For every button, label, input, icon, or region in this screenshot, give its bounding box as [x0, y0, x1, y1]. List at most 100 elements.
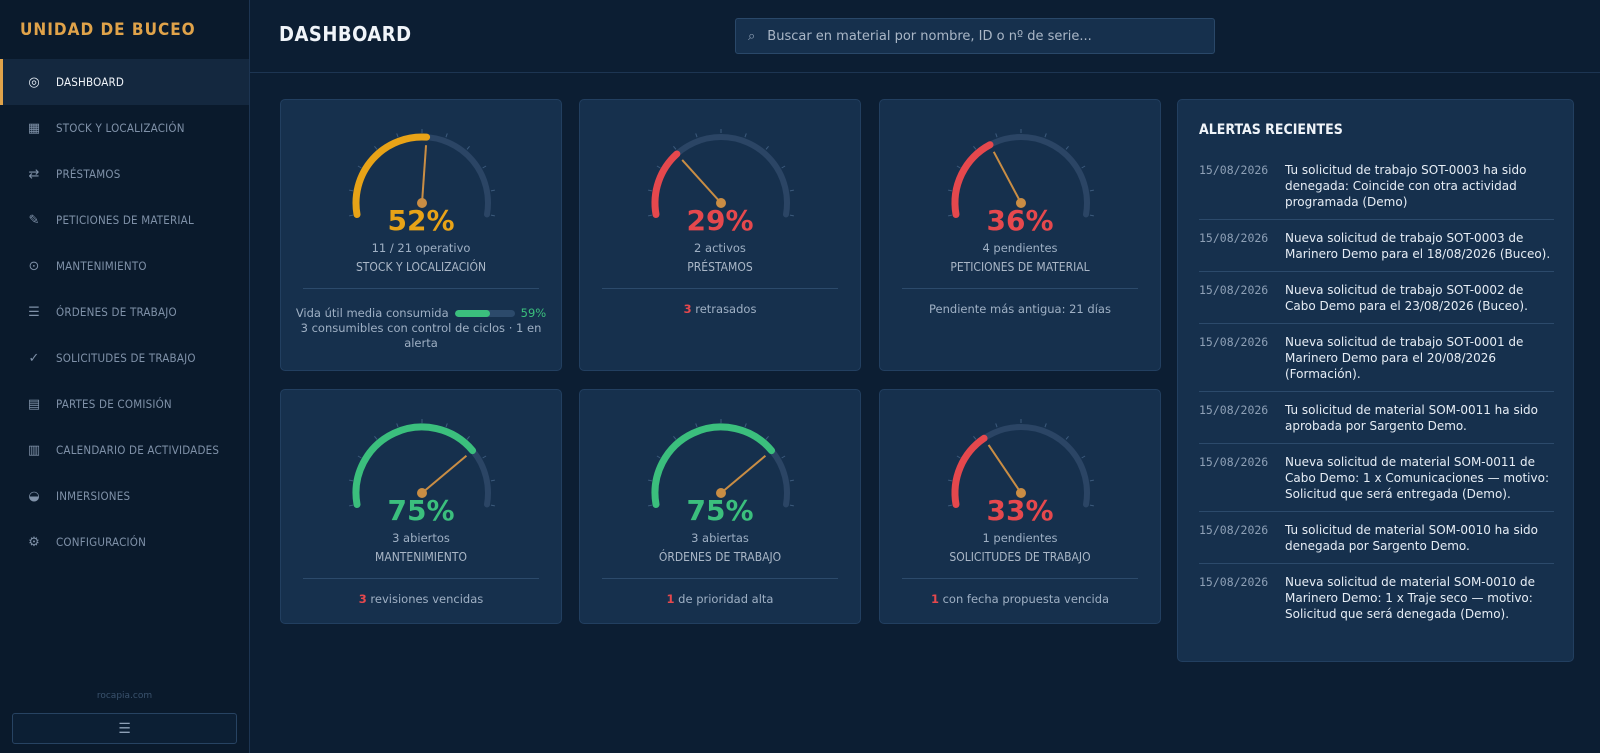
gauge-tick [490, 504, 495, 507]
gauge-tick [357, 455, 362, 459]
alert-item[interactable]: 15/08/2026 Nueva solicitud de trabajo SOT… [1199, 230, 1554, 272]
gauge-subtitle: 3 abiertos [392, 531, 450, 545]
sidebar-item-swap-arrows[interactable]: ⇄ PRÉSTAMOS [0, 151, 249, 197]
search-box[interactable]: ⌕ [735, 18, 1215, 54]
gauge-tick [973, 145, 977, 150]
footer-text: Pendiente más antigua: 21 días [929, 302, 1111, 316]
kpi-card[interactable]: 75% 3 abiertos MANTENIMIENTO 3 revisiones v… [280, 389, 562, 624]
gauge-fill [651, 423, 776, 508]
card-divider [902, 578, 1138, 579]
kpi-card[interactable]: 36% 4 pendientes PETICIONES DE MATERIAL Pen… [879, 99, 1161, 371]
alert-date: 15/08/2026 [1199, 231, 1269, 245]
gauge-tick [656, 455, 661, 459]
grid-icon: ▦ [27, 120, 41, 136]
gauge-tick [995, 133, 998, 138]
alert-item[interactable]: 15/08/2026 Nueva solicitud de material SO… [1199, 574, 1554, 631]
life-label: Vida útil media consumida [295, 306, 449, 320]
footer-count: 1 [930, 592, 939, 606]
gauge-tick [482, 455, 487, 459]
alert-text: Tu solicitud de trabajo SOT-0003 ha sido… [1285, 163, 1527, 209]
gauge-tick [765, 145, 769, 150]
page-header: DASHBOARD ⌕ [250, 0, 1600, 73]
kpi-card[interactable]: 29% 2 activos PRÉSTAMOS 3 retrasados [579, 99, 861, 371]
gauge-hub [716, 488, 726, 498]
gauge-tick [673, 435, 677, 440]
sidebar-item-pencil[interactable]: ✎ PETICIONES DE MATERIAL [0, 197, 249, 243]
sidebar-item-calendar[interactable]: ▥ CALENDARIO DE ACTIVIDADES [0, 427, 249, 473]
gauge-tick [396, 423, 399, 428]
sidebar-item-grid[interactable]: ▦ STOCK Y LOCALIZACIÓN [0, 105, 249, 151]
gauge-tick [648, 189, 653, 192]
sidebar-item-label: INMERSIONES [56, 489, 131, 503]
gauge-needle [421, 145, 428, 204]
alert-item[interactable]: 15/08/2026 Tu solicitud de material SOM-0… [1199, 402, 1554, 444]
alert-item[interactable]: 15/08/2026 Nueva solicitud de material SO… [1199, 454, 1554, 512]
sidebar-item-gear[interactable]: ⚙ CONFIGURACIÓN [0, 519, 249, 565]
sidebar-item-list[interactable]: ☰ ÓRDENES DE TRABAJO [0, 289, 249, 335]
gauge-subtitle: 2 activos [694, 241, 746, 255]
swap-arrows-icon: ⇄ [28, 166, 40, 182]
gauge-tick [789, 504, 794, 507]
sidebar-item-document[interactable]: ▤ PARTES DE COMISIÓN [0, 381, 249, 427]
search-icon: ⌕ [748, 28, 756, 44]
alert-text: Nueva solicitud de trabajo SOT-0003 de M… [1285, 231, 1551, 261]
gauge-needle [681, 159, 722, 204]
kpi-card[interactable]: 52% 11 / 21 operativo STOCK Y LOCALIZACIÓN… [280, 99, 562, 371]
gauge-tick [789, 214, 794, 217]
alert-text: Nueva solicitud de trabajo SOT-0001 de M… [1285, 335, 1524, 381]
card-divider [602, 578, 838, 579]
kpi-card[interactable]: 75% 3 abiertas ÓRDENES DE TRABAJO 1 de prio… [579, 389, 861, 624]
gauge-tick [490, 479, 495, 482]
gauge-tick [648, 479, 653, 482]
card-footer: 1 con fecha propuesta vencida [890, 592, 1150, 607]
gauge-tick [1044, 133, 1047, 138]
life-progress-fill [454, 310, 491, 317]
gauge-tick [956, 165, 961, 169]
kpi-card[interactable]: 33% 1 pendientes SOLICITUDES DE TRABAJO 1 c… [879, 389, 1161, 624]
alert-item[interactable]: 15/08/2026 Tu solicitud de material SOM-0… [1199, 522, 1554, 564]
alert-date: 15/08/2026 [1199, 455, 1269, 469]
search-input[interactable] [767, 28, 1188, 44]
gauge-chart [948, 129, 1094, 218]
gauge-chart [648, 419, 794, 508]
alert-item[interactable]: 15/08/2026 Tu solicitud de trabajo SOT-00… [1199, 162, 1554, 220]
gauge-percent: 33% [986, 494, 1054, 527]
gauge-hub [417, 198, 427, 208]
footer-text: retrasados [691, 302, 757, 316]
card-footer: 1 de prioridad alta [590, 592, 850, 607]
card-title: ÓRDENES DE TRABAJO [658, 550, 782, 564]
gauge-tick [948, 189, 953, 192]
gauge-percent: 29% [686, 204, 754, 237]
sidebar-item-target[interactable]: ◎ DASHBOARD [0, 59, 249, 105]
alert-item[interactable]: 15/08/2026 Nueva solicitud de trabajo SOT… [1199, 334, 1554, 392]
sidebar-item-label: PARTES DE COMISIÓN [56, 397, 172, 411]
gauge-tick [744, 423, 747, 428]
gauge-tick [781, 455, 786, 459]
gauge-tick [1089, 479, 1094, 482]
footer-text: revisiones vencidas [366, 592, 484, 606]
gauge-tick [948, 214, 953, 217]
gauge-tick [374, 435, 378, 440]
gauge-hub [1016, 488, 1026, 498]
gauge-tick [349, 214, 354, 217]
gauge-chart [648, 129, 794, 218]
gauge-tick [744, 133, 747, 138]
sidebar-item-label: STOCK Y LOCALIZACIÓN [56, 121, 185, 135]
sidebar-item-half-circle[interactable]: ◒ INMERSIONES [0, 473, 249, 519]
gauge-tick [374, 145, 378, 150]
sidebar-item-label: SOLICITUDES DE TRABAJO [56, 351, 196, 365]
gauge-fill [651, 150, 681, 218]
gauge-tick [445, 423, 448, 428]
gauge-tick [357, 165, 362, 169]
gauge-tick [973, 435, 977, 440]
gauge-needle [992, 151, 1022, 204]
sidebar-item-crosshair[interactable]: ⊙ MANTENIMIENTO [0, 243, 249, 289]
card-title: MANTENIMIENTO [375, 550, 467, 564]
alert-item[interactable]: 15/08/2026 Nueva solicitud de trabajo SOT… [1199, 282, 1554, 324]
sidebar-nav: ◎ DASHBOARD ▦ STOCK Y LOCALIZACIÓN ⇄ PRÉSTAMO… [0, 59, 249, 565]
menu-toggle-button[interactable]: ☰ [12, 713, 237, 744]
alert-text: Tu solicitud de material SOM-0010 ha sid… [1285, 523, 1538, 553]
sidebar-item-check[interactable]: ✓ SOLICITUDES DE TRABAJO [0, 335, 249, 381]
sidebar-item-label: PETICIONES DE MATERIAL [56, 213, 194, 227]
card-footer: Vida útil media consumida 59% 3 consumible… [291, 306, 551, 351]
